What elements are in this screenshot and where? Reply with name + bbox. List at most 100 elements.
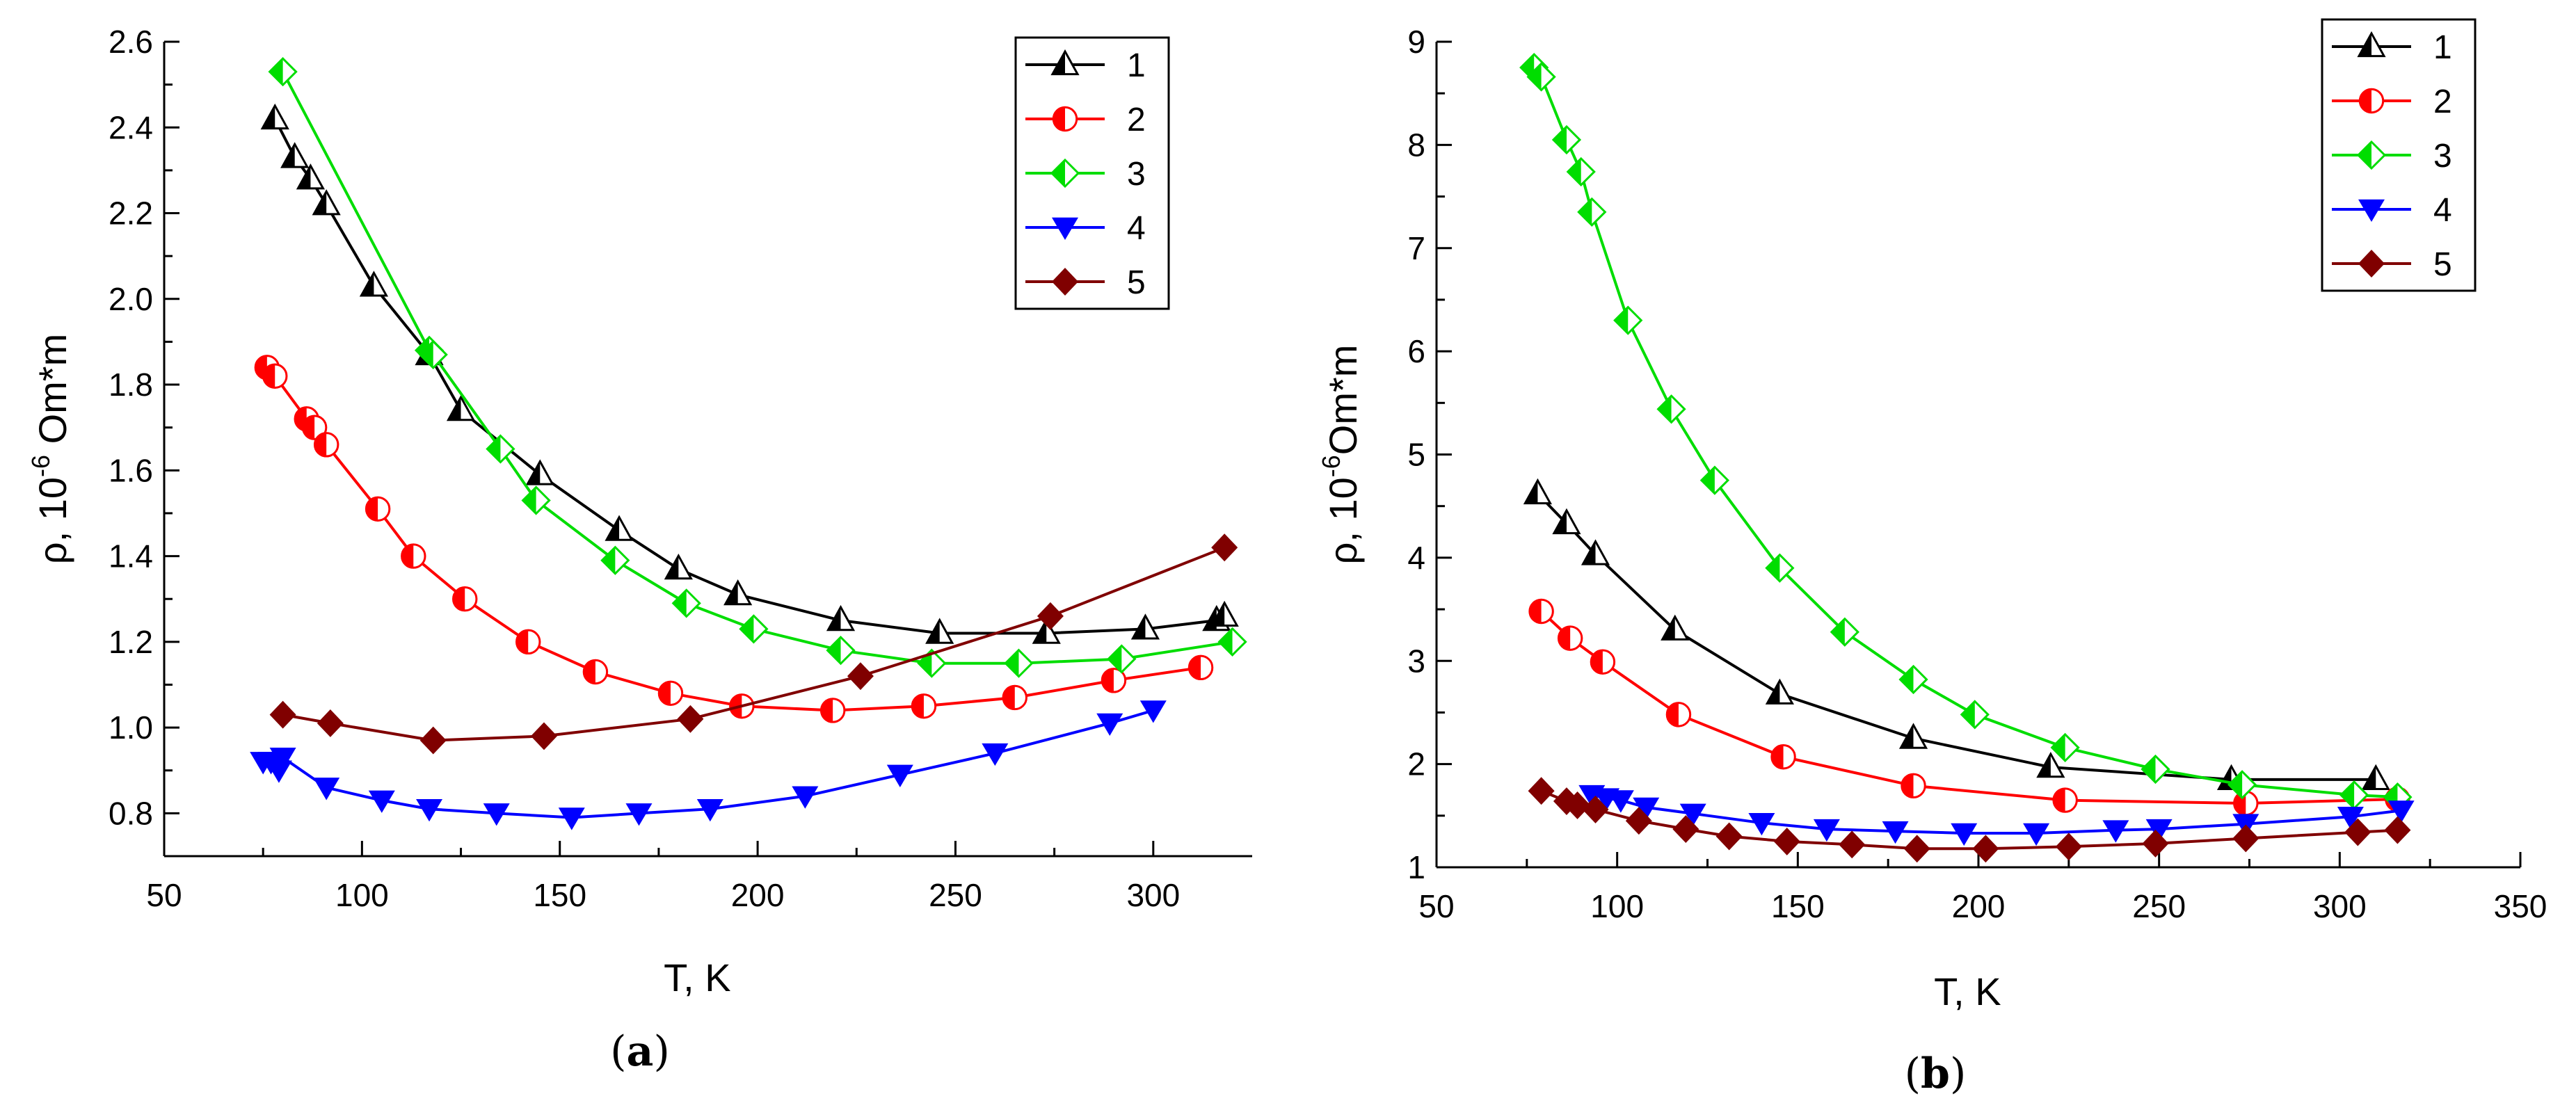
legend-label: 2: [1127, 102, 1146, 138]
legend-marker: [2358, 199, 2385, 223]
chart-a: 50 100 150 200 250 300 0.8 1.0 1.2 1.4 1.6 1.8 2.0 2.…: [26, 24, 1252, 999]
y-tick-label: 2.0: [109, 281, 153, 317]
data-point: [671, 588, 701, 618]
x-tick-label: 150: [533, 877, 586, 913]
legend-item-2: 2: [2332, 83, 2452, 120]
x-tick-label: 300: [2313, 888, 2367, 924]
y-tick-label: 2: [1407, 746, 1425, 782]
y-tick-label: 3: [1407, 643, 1425, 679]
data-point: [312, 189, 341, 216]
data-point: [2344, 818, 2371, 846]
legend-label: 2: [2433, 83, 2452, 120]
data-point: [269, 700, 296, 729]
data-point: [317, 709, 344, 737]
data-point: [1882, 821, 1909, 844]
data-point: [826, 604, 856, 632]
series-1: [260, 103, 1239, 644]
series-line-4: [1591, 794, 2401, 835]
data-point: [723, 579, 753, 606]
x-tick-label: 150: [1771, 888, 1825, 924]
data-point: [265, 760, 292, 783]
panel-label-b: (b): [1905, 1049, 1967, 1098]
plot-area: [1519, 52, 2415, 863]
legend-marker: [2356, 140, 2387, 170]
data-point: [1665, 702, 1692, 727]
data-point: [1557, 625, 1583, 651]
data-point: [1898, 664, 1928, 695]
y-tick-label: 1.2: [109, 624, 153, 660]
y-tick-label: 7: [1407, 230, 1425, 266]
legend-label: 5: [2433, 246, 2452, 283]
data-point: [1004, 648, 1034, 678]
data-point: [2052, 787, 2078, 813]
panel-label-a: (a): [610, 1027, 670, 1076]
legend-marker: [1050, 158, 1080, 188]
y-tick-label: 1: [1407, 849, 1425, 885]
data-point: [1139, 700, 1167, 723]
data-point: [1715, 822, 1743, 851]
data-point: [625, 803, 653, 826]
data-point: [1566, 156, 1596, 187]
data-point: [359, 271, 389, 297]
data-point: [1096, 713, 1123, 736]
data-point: [1211, 533, 1238, 562]
data-point: [313, 432, 339, 458]
data-point: [1625, 807, 1652, 835]
legend: 1 2 3 4 5: [1014, 36, 1170, 310]
data-point: [792, 786, 819, 809]
legend-item-3: 3: [2332, 138, 2452, 175]
series-line-5: [282, 546, 1225, 742]
data-point: [1582, 795, 1609, 823]
data-point: [2361, 764, 2390, 791]
data-point: [1661, 614, 1690, 641]
data-point: [925, 618, 954, 644]
data-point: [1679, 803, 1706, 826]
data-point: [1748, 812, 1775, 836]
data-point: [2050, 732, 2080, 763]
legend-marker: [1052, 217, 1078, 241]
data-point: [262, 363, 288, 389]
x-tick-label: 200: [1952, 888, 2006, 924]
data-point: [1187, 654, 1214, 681]
data-point: [2036, 751, 2065, 778]
data-point: [1101, 668, 1127, 693]
data-point: [268, 57, 298, 87]
y-tick-label: 6: [1407, 333, 1425, 369]
data-point: [1107, 644, 1137, 674]
data-point: [1613, 305, 1643, 335]
legend: 1 2 3 4 5: [2321, 18, 2477, 292]
data-point: [483, 803, 510, 826]
data-point: [1656, 394, 1686, 424]
data-point: [605, 515, 634, 541]
data-point: [530, 722, 557, 750]
data-point: [1972, 835, 1999, 863]
data-point: [521, 485, 551, 515]
data-point: [419, 726, 447, 755]
series-line-3: [1533, 66, 2398, 799]
data-point: [2023, 823, 2050, 846]
legend-item-4: 4: [1025, 210, 1146, 247]
data-point: [313, 778, 340, 801]
data-point: [2337, 807, 2364, 830]
data-point: [657, 680, 684, 707]
data-point: [1002, 684, 1027, 711]
data-point: [1633, 797, 1660, 820]
legend-item-1: 1: [1025, 47, 1146, 84]
legend-label: 4: [2433, 192, 2452, 229]
data-point: [1765, 553, 1795, 583]
data-point: [1903, 835, 1930, 863]
data-point: [401, 543, 426, 569]
data-point: [1581, 539, 1610, 565]
data-point: [301, 415, 328, 440]
legend-label: 3: [1127, 156, 1146, 193]
x-axis-label: T, K: [1934, 970, 2001, 1013]
data-point: [1130, 613, 1160, 640]
legend-item-4: 4: [2332, 192, 2452, 229]
data-point: [847, 662, 874, 691]
x-tick-label: 50: [1418, 888, 1454, 924]
data-point: [1770, 744, 1796, 770]
axes: 50 100 150 200 250 300 0.8 1.0 1.2 1.4 1.6 1.8 2.0 2.…: [109, 24, 1252, 913]
data-point: [1901, 773, 1926, 799]
data-point: [1210, 600, 1239, 627]
